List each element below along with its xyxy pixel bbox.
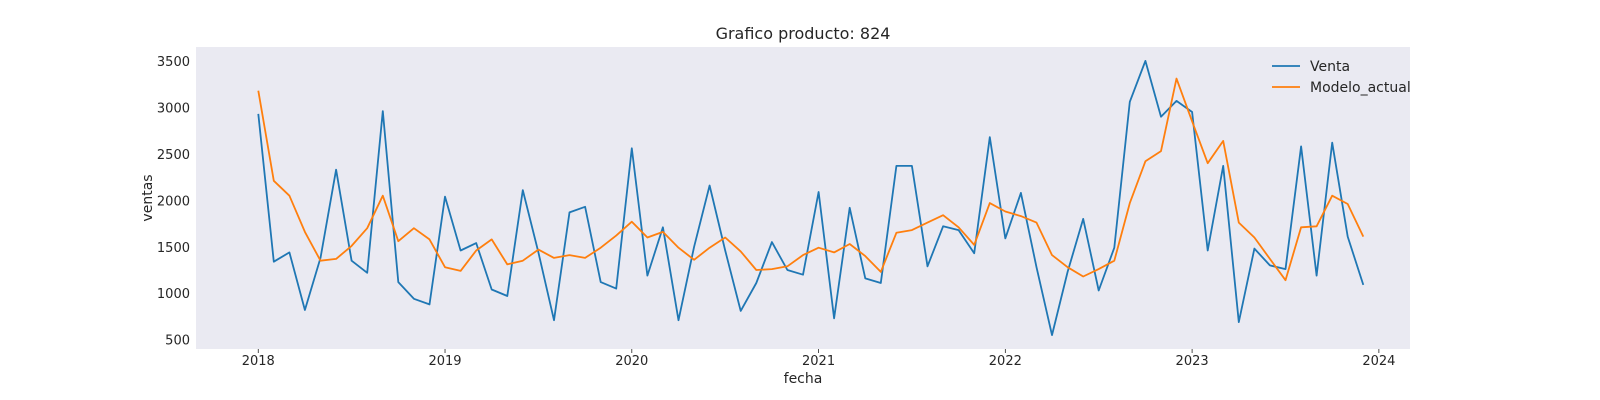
x-axis-ticks: 2018 2019 2020 2021 2022 2023 2024	[242, 349, 1395, 369]
legend-label: Modelo_actual	[1310, 80, 1411, 96]
y-tick-label: 2500	[157, 148, 190, 163]
legend-label: Venta	[1310, 59, 1350, 75]
x-tick-label: 2018	[242, 354, 275, 369]
x-tick-label: 2023	[1176, 354, 1209, 369]
y-tick-label: 1000	[157, 287, 190, 302]
y-tick-label: 2000	[157, 194, 190, 209]
y-axis-label: ventas	[140, 174, 156, 221]
y-tick-label: 3000	[157, 101, 190, 116]
x-tick-label: 2024	[1362, 354, 1395, 369]
y-tick-label: 500	[165, 334, 190, 349]
plot-area	[196, 47, 1410, 349]
series-line-modelo-actual	[257, 77, 1365, 282]
series-line-venta	[257, 60, 1365, 337]
x-tick-label: 2021	[802, 354, 835, 369]
x-tick-label: 2022	[989, 354, 1022, 369]
y-axis-ticks: 500 1000 1500 2000 2500 3000 3500	[157, 55, 190, 349]
x-tick-label: 2019	[428, 354, 461, 369]
x-axis-label: fecha	[784, 371, 823, 387]
y-tick-label: 1500	[157, 241, 190, 256]
chart-title: Grafico producto: 824	[716, 24, 891, 43]
y-tick-label: 3500	[157, 55, 190, 70]
series-layer	[257, 60, 1365, 337]
x-tick-label: 2020	[615, 354, 648, 369]
legend: Venta Modelo_actual	[1272, 59, 1411, 96]
